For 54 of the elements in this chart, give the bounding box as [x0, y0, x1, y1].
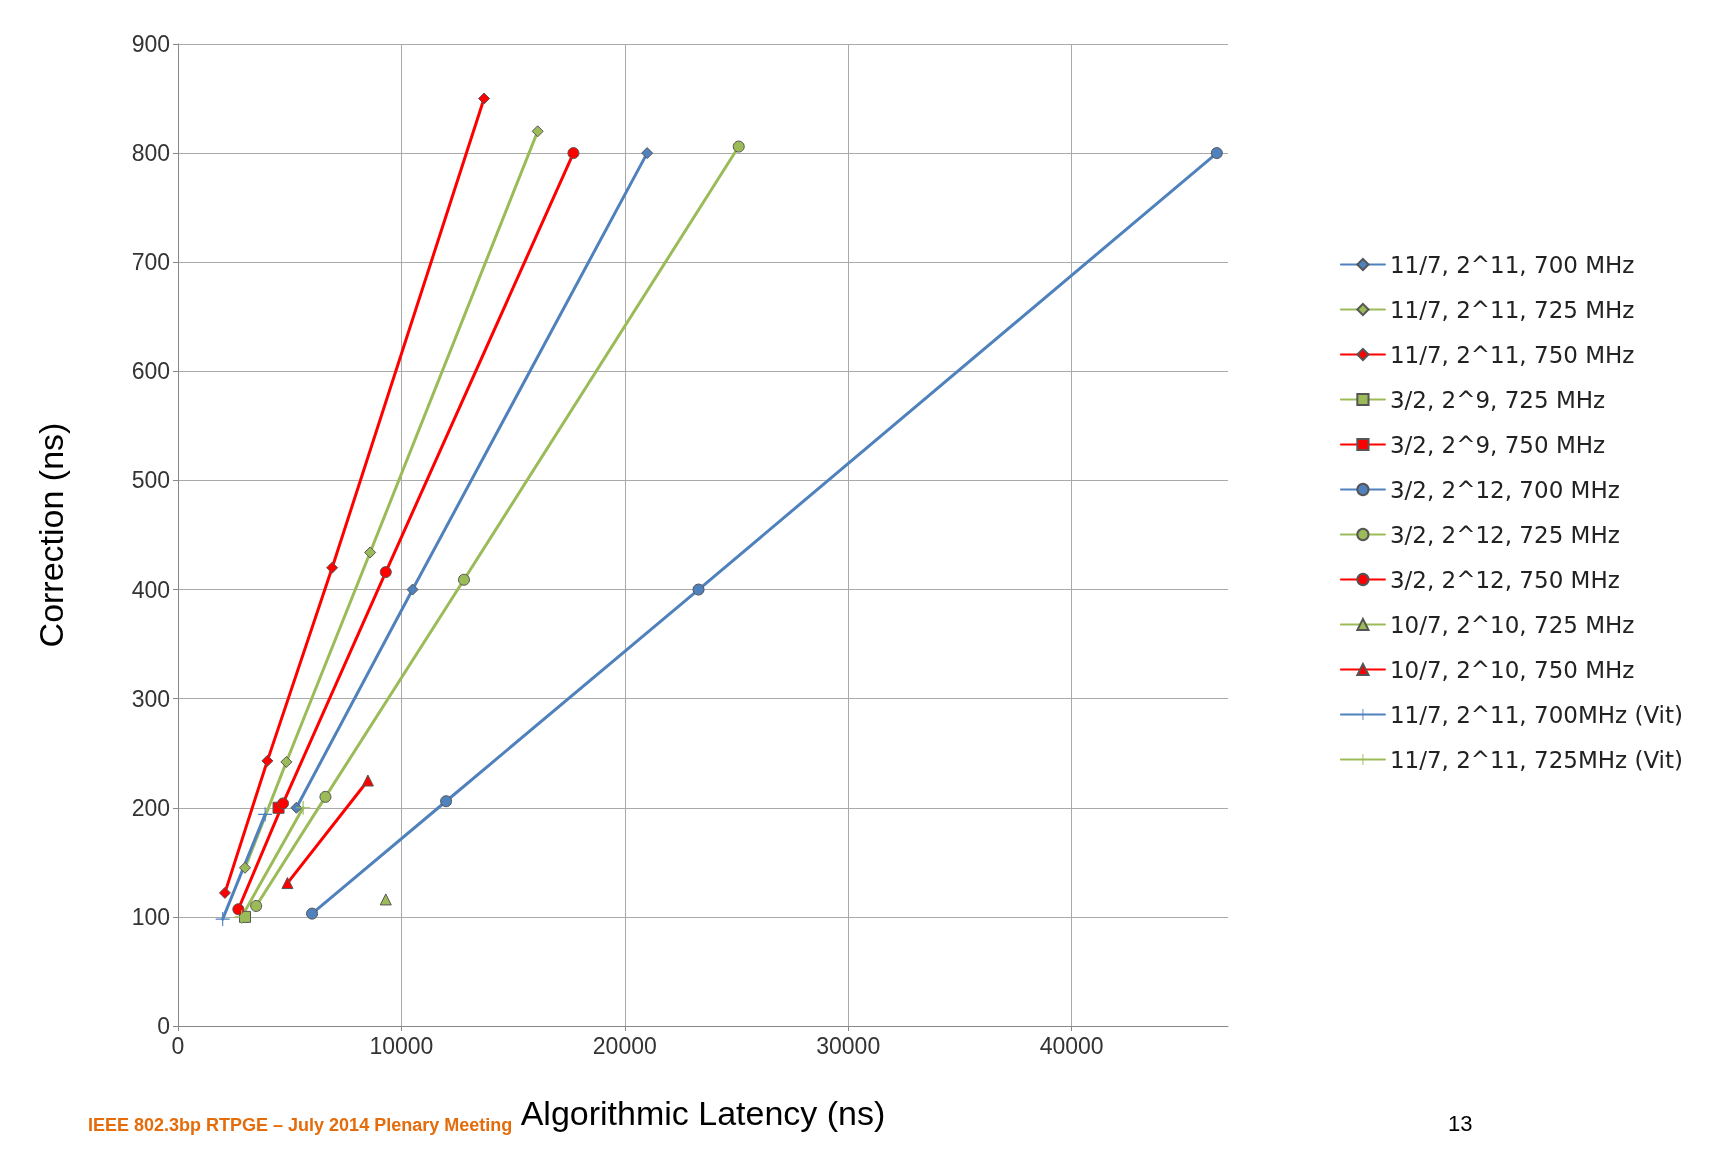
point: [261, 754, 274, 767]
point: [692, 583, 705, 596]
point: [364, 546, 377, 559]
y-tick-label: 400: [131, 576, 170, 603]
y-tick-label: 800: [131, 140, 170, 167]
point: [732, 140, 745, 153]
point: [379, 893, 392, 906]
point: [277, 797, 289, 810]
y-tick-label: 700: [131, 249, 170, 276]
point: [232, 903, 245, 916]
point: [306, 907, 319, 920]
legend-label: 11/7, 2^11, 725MHz (Vit): [1389, 746, 1684, 773]
y-tick-label: 200: [131, 794, 170, 821]
legend-label: 10/7, 2^10, 750 MHz: [1389, 656, 1635, 683]
legend-label: 3/2, 2^12, 700 MHz: [1389, 476, 1620, 503]
y-tick-label: 900: [131, 31, 170, 57]
point: [326, 561, 339, 574]
point: [290, 801, 303, 814]
y-axis-title: Correction (ns): [32, 422, 70, 648]
point: [280, 755, 293, 768]
legend-label: 11/7, 2^11, 725 MHz: [1389, 296, 1635, 323]
point: [457, 573, 470, 586]
point: [531, 125, 544, 138]
legend-label: 3/2, 2^9, 750 MHz: [1389, 431, 1606, 458]
point: [1210, 147, 1223, 160]
text: 13: [1448, 1110, 1473, 1136]
legend-label: 11/7, 2^11, 700 MHz: [1389, 251, 1635, 278]
legend-label: 3/2, 2^12, 725 MHz: [1389, 521, 1620, 548]
point: [379, 566, 392, 579]
point: [218, 886, 231, 899]
y-tick-label: 0: [157, 1013, 170, 1039]
point: [641, 147, 654, 160]
x-tick-label: 40000: [1039, 1032, 1104, 1059]
legend-label: 3/2, 2^9, 725 MHz: [1389, 386, 1606, 413]
legend-label: 11/7, 2^11, 700MHz (Vit): [1389, 701, 1684, 728]
x-tick-label: 20000: [592, 1032, 657, 1059]
x-axis-title: Algorithmic Latency (ns): [520, 1094, 886, 1132]
x-tick-label: 10000: [369, 1032, 434, 1059]
y-tick-label: 600: [131, 358, 170, 385]
point: [250, 899, 263, 912]
y-tick-label: 300: [131, 685, 170, 712]
text: IEEE 802.3bp RTPGE – July 2014 Plenary Meeting: [88, 1115, 513, 1135]
x-tick-label: 30000: [816, 1032, 881, 1059]
legend-label: 3/2, 2^12, 750 MHz: [1389, 566, 1620, 593]
legend-label: 10/7, 2^10, 725 MHz: [1389, 611, 1635, 638]
point: [319, 790, 332, 803]
point: [440, 795, 453, 808]
point: [406, 583, 419, 596]
y-tick-label: 100: [131, 903, 170, 930]
point: [567, 147, 580, 160]
point: [478, 92, 491, 105]
point: [239, 861, 252, 874]
y-tick-label: 500: [131, 467, 170, 494]
legend-label: 11/7, 2^11, 750 MHz: [1389, 341, 1635, 368]
